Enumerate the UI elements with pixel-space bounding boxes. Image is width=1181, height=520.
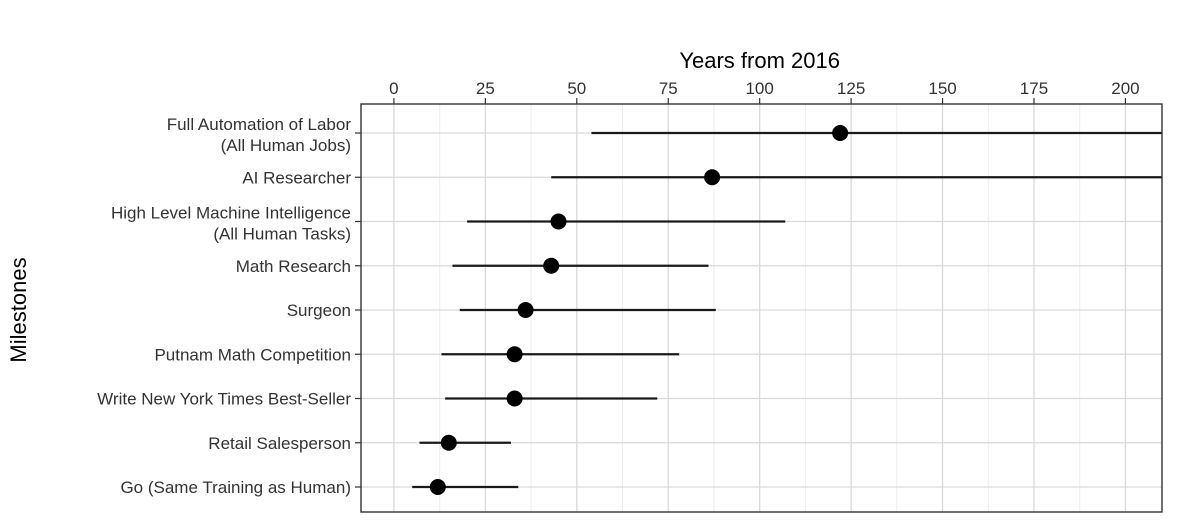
y-tick-label: Retail Salesperson <box>208 434 351 453</box>
median-point <box>506 390 523 407</box>
y-tick-label: Putnam Math Competition <box>154 345 351 364</box>
x-axis-title: Years from 2016 <box>679 48 840 73</box>
y-tick-label: High Level Machine Intelligence <box>111 204 351 223</box>
y-tick-label: (All Human Tasks) <box>213 225 351 244</box>
y-tick-label: Full Automation of Labor <box>167 115 352 134</box>
median-point <box>832 125 849 141</box>
y-tick-labels: Full Automation of Labor (All Human Jobs)… <box>97 115 361 497</box>
x-tick-label: 125 <box>837 79 865 98</box>
median-point <box>517 302 534 318</box>
y-tick-label: Write New York Times Best-Seller <box>97 390 351 409</box>
major-gridlines <box>361 104 1162 512</box>
y-tick-label: Surgeon <box>287 301 351 320</box>
x-tick-label: 75 <box>659 79 678 98</box>
y-tick-label: Go (Same Training as Human) <box>120 478 351 497</box>
median-point <box>550 213 567 230</box>
y-tick-label: (All Human Jobs) <box>221 136 351 155</box>
median-point <box>506 346 523 363</box>
x-tick-label: 200 <box>1111 79 1139 98</box>
x-tick-labels: 0 25 50 75 100 125 150 175 200 <box>389 79 1140 104</box>
x-tick-label: 100 <box>745 79 773 98</box>
median-point <box>543 257 560 274</box>
y-tick-label: Math Research <box>236 257 351 276</box>
x-tick-label: 175 <box>1020 79 1048 98</box>
data-marks <box>412 125 1162 495</box>
median-point <box>704 169 721 186</box>
x-tick-label: 0 <box>389 79 398 98</box>
y-axis-title: Milestones <box>6 257 31 362</box>
panel-border <box>360 103 1163 513</box>
x-tick-label: 50 <box>567 79 586 98</box>
x-tick-label: 150 <box>928 79 956 98</box>
x-tick-label: 25 <box>476 79 495 98</box>
median-point <box>440 434 457 451</box>
median-point <box>429 479 446 495</box>
y-tick-label: AI Researcher <box>242 168 351 187</box>
